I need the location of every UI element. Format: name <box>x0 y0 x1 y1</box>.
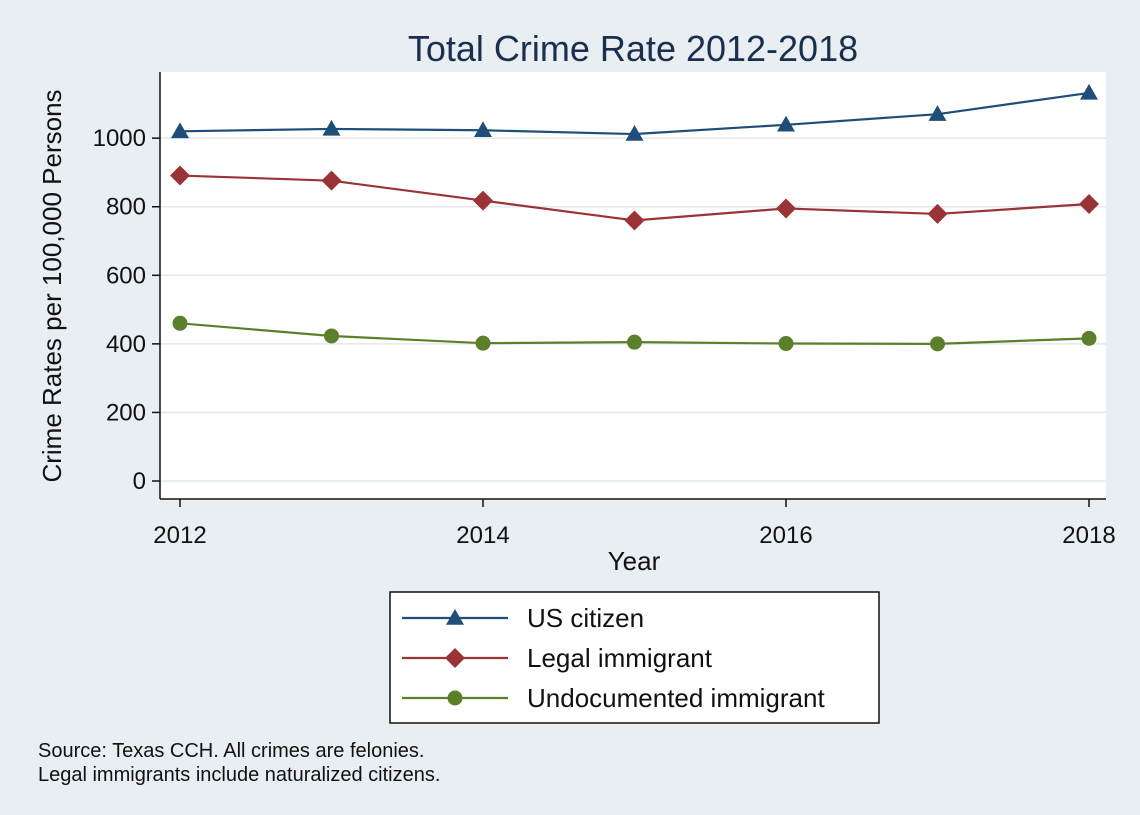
x-tick-label: 2012 <box>153 522 206 549</box>
data-point-us-citizen <box>1080 83 1098 100</box>
data-point-us-citizen <box>474 121 492 138</box>
y-tick-label: 1000 <box>93 125 146 152</box>
plot-area <box>160 72 1106 499</box>
data-point-us-citizen <box>625 125 644 141</box>
y-tick-label: 400 <box>106 331 146 358</box>
data-point-us-citizen <box>171 122 189 139</box>
data-point-us-citizen <box>322 119 341 136</box>
y-tick-label: 200 <box>106 399 146 426</box>
legend-marker-legal-immigrant <box>445 648 465 668</box>
data-point-legal-immigrant <box>927 203 948 224</box>
chart-title: Total Crime Rate 2012-2018 <box>408 28 858 69</box>
definition-note: Legal immigrants include naturalized cit… <box>38 764 441 786</box>
data-point-us-citizen <box>928 105 947 121</box>
series-layer <box>170 83 1099 352</box>
legend-marker-undocumented-immigrant <box>447 690 463 706</box>
data-point-undocumented-immigrant <box>475 335 491 351</box>
data-point-us-citizen <box>777 115 795 132</box>
source-note: Source: Texas CCH. All crimes are feloni… <box>38 740 425 762</box>
x-tick-label: 2014 <box>456 522 509 549</box>
data-point-undocumented-immigrant <box>778 336 794 352</box>
data-point-undocumented-immigrant <box>324 328 339 344</box>
x-axis-title: Year <box>608 546 661 576</box>
y-tick-label: 600 <box>106 262 146 289</box>
data-point-legal-immigrant <box>170 165 190 186</box>
axes: 0 200 400 600 800 1000 2012 2014 2016 2018 <box>93 72 1116 549</box>
data-point-undocumented-immigrant <box>1081 330 1097 346</box>
legend-marker-us-citizen <box>446 609 464 625</box>
legend: US citizen Legal immigrant Undocumented im… <box>389 591 880 724</box>
data-point-undocumented-immigrant <box>627 334 642 350</box>
data-point-legal-immigrant <box>1079 193 1099 214</box>
data-point-legal-immigrant <box>776 198 796 219</box>
legend-label-undocumented-immigrant: Undocumented immigrant <box>527 683 825 713</box>
y-tick-label: 800 <box>106 194 146 221</box>
data-point-undocumented-immigrant <box>172 315 188 331</box>
y-axis-title: Crime Rates per 100,000 Persons <box>37 89 67 482</box>
x-tick-label: 2018 <box>1062 522 1115 549</box>
y-tick-label: 0 <box>133 468 146 495</box>
legend-label-legal-immigrant: Legal immigrant <box>527 643 713 673</box>
x-tick-label: 2016 <box>759 522 812 549</box>
data-point-legal-immigrant <box>624 210 645 231</box>
data-point-legal-immigrant <box>321 170 342 191</box>
data-point-legal-immigrant <box>473 190 493 211</box>
data-point-undocumented-immigrant <box>930 336 945 352</box>
legend-label-us-citizen: US citizen <box>527 603 644 633</box>
